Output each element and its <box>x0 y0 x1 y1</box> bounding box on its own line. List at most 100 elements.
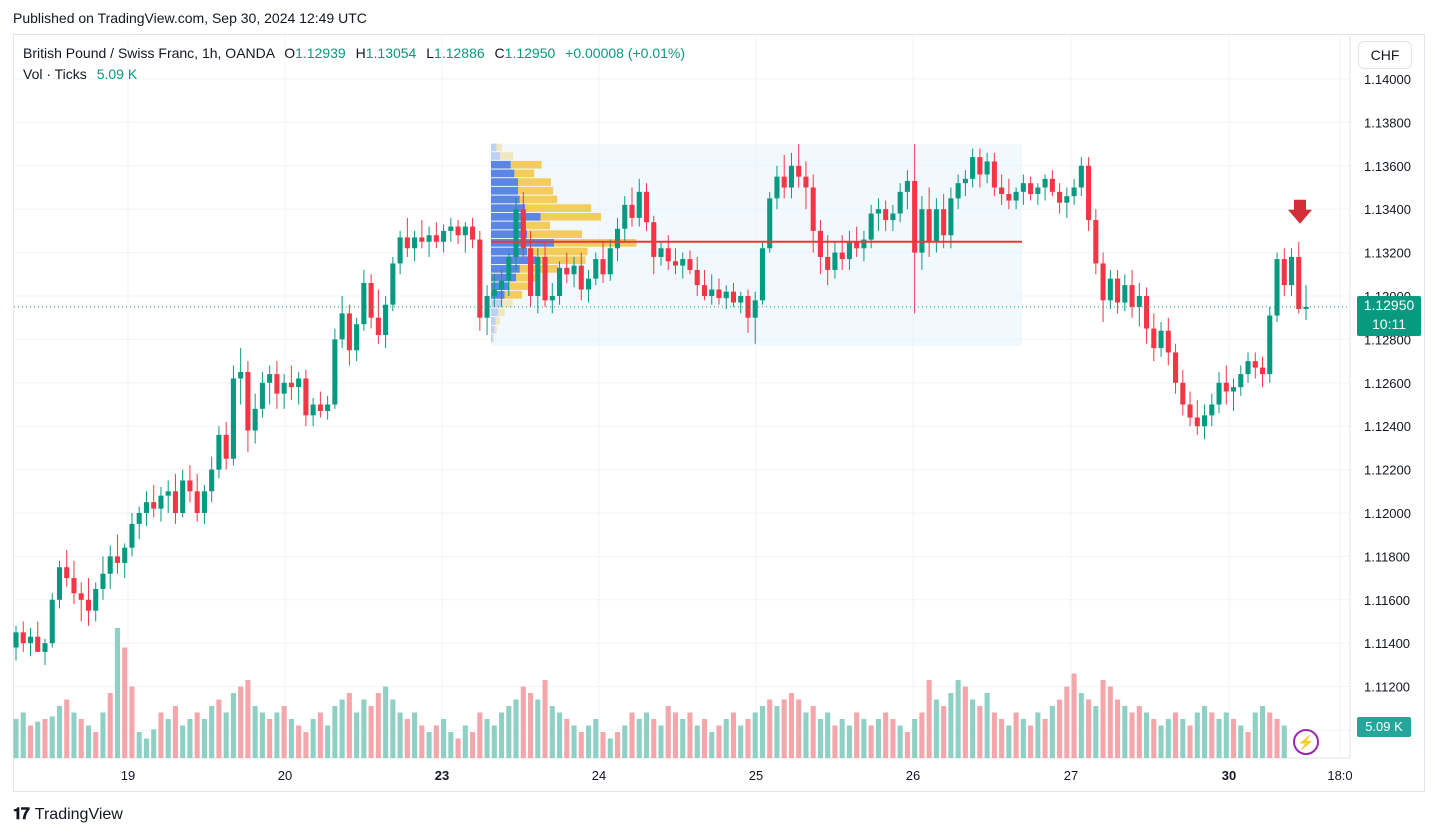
volume-bar <box>1078 693 1084 758</box>
volume-bar <box>817 719 823 758</box>
volume-bar <box>600 732 606 758</box>
candle-body <box>27 636 34 644</box>
volume-bar <box>984 693 990 758</box>
candle-body <box>346 313 352 351</box>
candle-body <box>274 374 280 394</box>
price-tick-label: 1.11400 <box>1364 636 1410 651</box>
volume-bar <box>680 719 686 758</box>
low-label: L <box>426 45 435 61</box>
candle-body <box>64 567 70 579</box>
last-price: 1.12950 <box>1363 297 1415 313</box>
volume-bar <box>1129 712 1135 758</box>
volume-bar <box>759 706 765 758</box>
volume-bar <box>484 719 490 758</box>
volume-bar <box>1006 725 1012 758</box>
volume-bar <box>1122 706 1128 758</box>
volume-bar <box>557 712 563 758</box>
close-label: C <box>494 45 505 61</box>
volume-bar <box>187 719 193 758</box>
volume-bar <box>745 719 751 758</box>
volume-bar <box>890 719 896 758</box>
volume-bar <box>1049 706 1055 758</box>
currency-button[interactable]: CHF <box>1358 41 1412 69</box>
volume-bar <box>933 699 939 758</box>
candle-body <box>35 636 41 652</box>
candle-body <box>890 213 896 221</box>
volume-bar <box>962 686 968 758</box>
candle-body <box>991 161 997 188</box>
candle-body <box>984 161 990 175</box>
candle-body <box>977 157 983 175</box>
candle-body <box>919 209 925 253</box>
candle-body <box>897 191 903 214</box>
volume-bar <box>172 706 178 758</box>
candle-body <box>600 259 606 275</box>
volume-bar <box>245 680 251 758</box>
profile-row-sell <box>522 221 550 230</box>
volume-bar <box>368 706 374 758</box>
tradingview-logo-icon: 𝟏𝟕 <box>13 806 30 823</box>
profile-row-buy <box>491 178 518 186</box>
profile-row-buy <box>491 186 518 195</box>
ohlc-legend: British Pound / Swiss Franc, 1h, OANDA O… <box>23 45 685 61</box>
volume-bar <box>339 699 345 758</box>
volume-bar <box>614 732 621 758</box>
volume-bar <box>1180 719 1186 758</box>
volume-bar <box>1216 719 1222 758</box>
open-label: O <box>284 45 296 61</box>
volume-bar <box>136 732 142 758</box>
volume-bar <box>441 719 447 758</box>
volume-bar <box>27 725 34 758</box>
volume-bar <box>861 719 867 758</box>
volume-bar <box>774 706 780 758</box>
volume-bar <box>426 732 432 758</box>
symbol-title[interactable]: British Pound / Swiss Franc, 1h, OANDA <box>23 45 275 61</box>
candle-body <box>781 176 787 188</box>
candle-body <box>354 324 360 351</box>
candle-body <box>803 176 809 188</box>
lightning-icon[interactable]: ⚡ <box>1293 729 1319 755</box>
volume-bar <box>158 712 164 758</box>
volume-bar <box>593 719 599 758</box>
volume-bar <box>35 721 41 758</box>
volume-bar <box>1035 712 1041 758</box>
candle-body <box>194 491 200 513</box>
candle-body <box>288 382 294 388</box>
time-tick-label: 24 <box>592 768 606 783</box>
candle-body <box>1136 296 1142 307</box>
volume-bar <box>470 732 476 758</box>
candle-body <box>49 599 55 644</box>
volume-bar <box>796 699 802 758</box>
candle-body <box>520 209 526 249</box>
candle-body <box>1274 259 1280 316</box>
volume-bar <box>223 712 229 758</box>
candle-body <box>1187 404 1193 418</box>
volume-bar <box>854 712 860 758</box>
candle-body <box>1028 183 1034 195</box>
volume-bar <box>1245 732 1251 758</box>
price-tick-label: 1.11200 <box>1364 680 1410 695</box>
volume-bar <box>332 706 338 758</box>
profile-row-buy <box>491 308 499 317</box>
volume-legend: Vol · Ticks 5.09 K <box>23 66 137 82</box>
volume-bar <box>433 725 439 758</box>
candle-body <box>143 502 149 513</box>
candle-body <box>238 371 244 379</box>
time-tick-label: 23 <box>435 768 449 783</box>
candle-body <box>296 378 302 388</box>
candle-body <box>585 278 592 290</box>
time-tick-label: 27 <box>1064 768 1078 783</box>
volume-bar <box>665 706 671 758</box>
volume-bar <box>883 712 889 758</box>
volume-label[interactable]: Vol · Ticks <box>23 66 87 82</box>
volume-bar <box>1144 712 1150 758</box>
volume-bar <box>542 680 548 758</box>
profile-row-buy <box>491 221 523 230</box>
price-tick-label: 1.13200 <box>1364 246 1411 261</box>
profile-row-buy <box>491 325 495 334</box>
volume-bar <box>803 712 809 758</box>
profile-row-buy <box>491 334 493 343</box>
profile-row-sell <box>501 299 513 308</box>
volume-bar <box>564 719 570 758</box>
